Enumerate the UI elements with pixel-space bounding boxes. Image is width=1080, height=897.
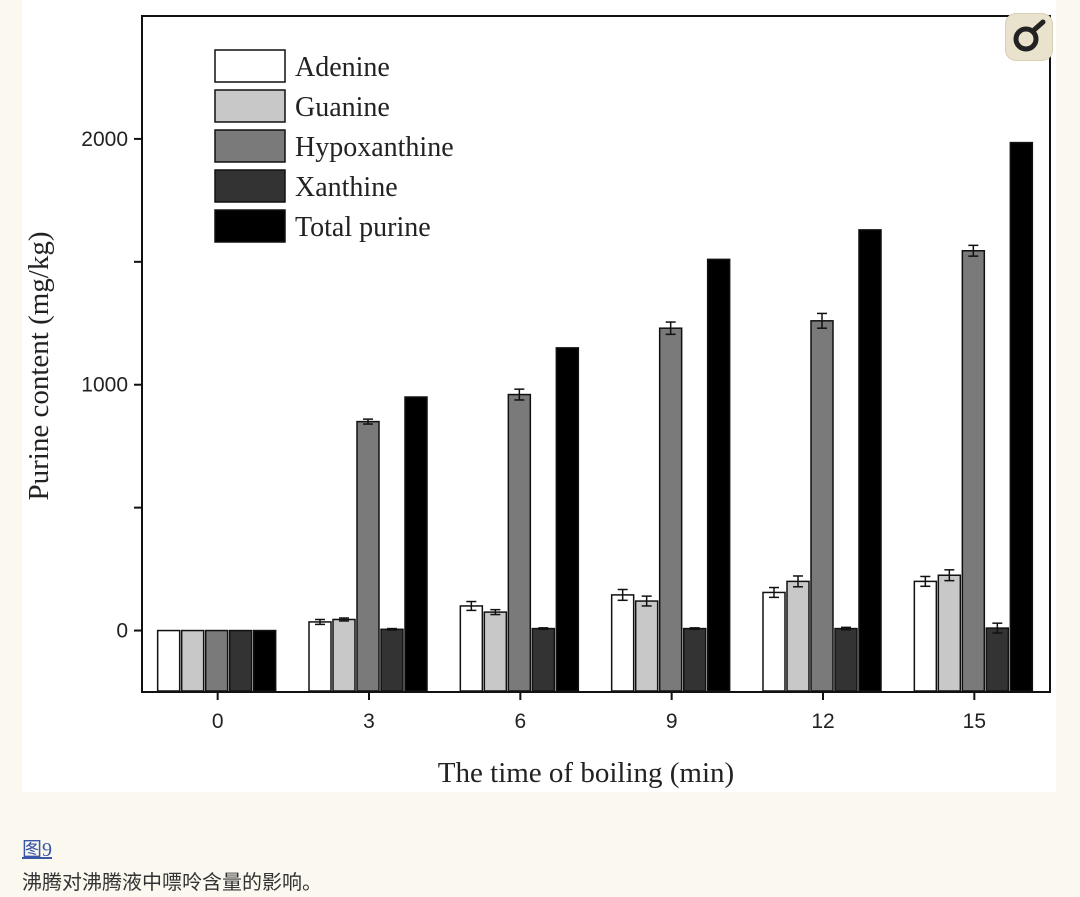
bar (356, 420, 380, 692)
bar (834, 627, 858, 692)
bar (404, 396, 428, 692)
bar (682, 627, 707, 692)
bar (308, 621, 332, 692)
legend-label: Hypoxanthine (295, 132, 454, 163)
bar (459, 605, 484, 692)
bar (610, 594, 635, 692)
bar (555, 347, 580, 692)
magnifier-icon (1013, 19, 1046, 52)
x-tick-label: 9 (666, 710, 678, 733)
bar (507, 393, 532, 692)
bar (180, 629, 205, 692)
bar (380, 628, 404, 692)
x-tick-label: 6 (514, 710, 526, 733)
y-tick-label: 0 (116, 620, 128, 643)
plot-frame (141, 15, 1051, 693)
bar (706, 258, 731, 692)
legend-label: Xanthine (295, 172, 398, 203)
y-tick-label: 1000 (81, 374, 128, 397)
chart-figure: 0 1000 2000 0 3 6 9 12 15 The time of boiling (mi… (22, 0, 1056, 792)
bar (858, 229, 882, 692)
chart-plot: 0 1000 2000 0 3 6 9 12 15 The time of boiling (mi… (23, 15, 1051, 789)
bar (483, 611, 508, 692)
legend-swatch (214, 49, 286, 83)
zoom-button[interactable] (1006, 14, 1052, 60)
bar (252, 629, 277, 692)
bar (913, 580, 938, 692)
bar (961, 250, 986, 692)
bar (156, 629, 181, 692)
x-tick-label: 15 (963, 710, 986, 733)
x-tick-label: 0 (212, 710, 224, 733)
bar (762, 591, 786, 692)
bar (810, 320, 834, 692)
bar (204, 629, 229, 692)
figure-link[interactable]: 图9 (22, 839, 52, 861)
bar (985, 627, 1010, 692)
legend-label: Guanine (295, 92, 390, 123)
bar (937, 574, 962, 692)
legend-swatch (214, 209, 286, 243)
x-axis-title: The time of boiling (min) (438, 757, 734, 789)
x-tick-label: 3 (363, 710, 375, 733)
x-tick-label: 12 (811, 710, 834, 733)
legend-swatch (214, 89, 286, 123)
bar (786, 580, 810, 692)
legend-label: Total purine (295, 212, 431, 243)
bar (634, 600, 659, 692)
bar (1009, 141, 1034, 692)
y-tick-label: 2000 (81, 128, 128, 151)
legend-swatch (214, 169, 286, 203)
figure-caption: 沸腾对沸腾液中嘌呤含量的影响。 (22, 872, 322, 894)
bar (531, 627, 556, 692)
bar (658, 327, 683, 692)
y-axis-title: Purine content (mg/kg) (23, 231, 55, 500)
legend-label: Adenine (295, 52, 390, 83)
bar (332, 618, 356, 692)
bar (228, 629, 253, 692)
legend-swatch (214, 129, 286, 163)
